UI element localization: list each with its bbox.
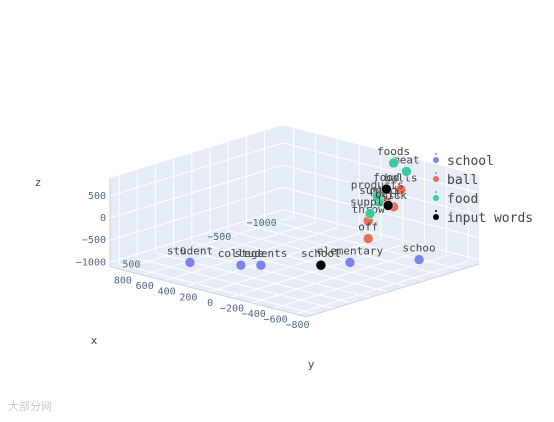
data-label: foods bbox=[377, 145, 410, 158]
y-tick-label: −800 bbox=[285, 320, 309, 331]
y-tick-label: 800 bbox=[114, 276, 132, 287]
data-point[interactable] bbox=[184, 257, 196, 268]
grid-line bbox=[295, 260, 469, 315]
z-tick-label: −500 bbox=[82, 235, 106, 246]
grid-line bbox=[109, 164, 283, 219]
grid-line bbox=[109, 142, 283, 197]
grid-line bbox=[109, 186, 283, 241]
data-point[interactable] bbox=[344, 257, 356, 268]
series-input-words: ballfoodschool bbox=[301, 171, 401, 271]
x-tick-label: 0 bbox=[180, 246, 186, 257]
grid-line bbox=[282, 186, 480, 238]
x-tick-label: −500 bbox=[207, 232, 231, 243]
y-tick-label: 400 bbox=[158, 287, 176, 298]
grid-line bbox=[208, 238, 382, 293]
legend-marker bbox=[433, 176, 439, 182]
y-tick-label: 600 bbox=[136, 281, 154, 292]
legend-item[interactable]: school bbox=[433, 153, 494, 169]
y-tick-label: −600 bbox=[264, 315, 288, 326]
legend-marker bbox=[433, 195, 439, 201]
data-point[interactable] bbox=[362, 233, 374, 244]
data-label: school bbox=[301, 247, 341, 260]
data-label: supply bbox=[350, 196, 390, 209]
legend-label: ball bbox=[447, 173, 478, 188]
legend-marker bbox=[433, 157, 439, 163]
legend-item[interactable]: ball bbox=[433, 172, 478, 188]
data-label: student bbox=[167, 244, 213, 257]
data-points: schooelementarystudentscollegestudentpit… bbox=[167, 145, 436, 271]
watermark: 大部分网 bbox=[8, 399, 52, 413]
x-tick-label: 500 bbox=[122, 260, 140, 271]
watermark-text: 大部分网 bbox=[8, 399, 52, 413]
data-point[interactable] bbox=[372, 191, 383, 202]
z-axis-title: z bbox=[35, 176, 42, 189]
grid-line bbox=[120, 216, 294, 271]
data-point[interactable] bbox=[401, 166, 412, 177]
grid-line bbox=[142, 221, 316, 276]
x-axis-title: x bbox=[91, 334, 98, 347]
grid-line bbox=[251, 249, 425, 304]
legend-marker-dot bbox=[435, 191, 437, 193]
data-label: college bbox=[218, 247, 264, 260]
legend: school ball food input words bbox=[433, 153, 533, 226]
y-tick-label: −400 bbox=[242, 309, 266, 320]
data-point[interactable] bbox=[388, 157, 399, 169]
grid-line bbox=[164, 227, 338, 282]
legend-marker bbox=[433, 214, 439, 220]
data-point[interactable] bbox=[255, 259, 267, 271]
grid-line bbox=[282, 209, 480, 261]
data-point[interactable] bbox=[413, 254, 425, 265]
box-edges bbox=[109, 178, 480, 318]
z-tick-label: −1000 bbox=[76, 257, 106, 268]
z-tick-label: 0 bbox=[100, 213, 106, 224]
legend-marker-dot bbox=[435, 153, 437, 155]
legend-marker-dot bbox=[435, 210, 437, 212]
box-edge bbox=[109, 266, 307, 318]
legend-marker-dot bbox=[435, 172, 437, 174]
data-label: off bbox=[358, 221, 378, 234]
back-wall-left bbox=[110, 125, 283, 267]
grid-line bbox=[282, 164, 480, 216]
legend-label: food bbox=[447, 192, 478, 207]
data-label: students bbox=[234, 247, 287, 260]
grid-line bbox=[282, 142, 480, 194]
data-point[interactable] bbox=[235, 259, 247, 271]
grid-line bbox=[229, 244, 403, 298]
data-point[interactable] bbox=[395, 184, 407, 195]
y-tick-label: −200 bbox=[220, 303, 244, 314]
legend-item[interactable]: input words bbox=[433, 210, 533, 226]
y-tick-label: 200 bbox=[179, 292, 197, 303]
data-label: meat bbox=[393, 153, 420, 166]
grid-lines bbox=[109, 128, 480, 315]
data-label: schoo bbox=[403, 242, 436, 255]
z-tick-label: 500 bbox=[88, 191, 106, 202]
legend-item[interactable]: food bbox=[433, 191, 478, 207]
data-point[interactable] bbox=[364, 208, 376, 219]
data-label: elementary bbox=[317, 244, 384, 257]
grid-line bbox=[118, 263, 316, 315]
y-axis-title: y bbox=[308, 358, 315, 371]
data-point[interactable] bbox=[315, 259, 327, 271]
legend-label: school bbox=[447, 154, 494, 169]
grid-line bbox=[186, 233, 360, 287]
data-point[interactable] bbox=[382, 200, 394, 211]
box-edge bbox=[306, 263, 480, 318]
legend-label: input words bbox=[447, 211, 533, 226]
data-label: food bbox=[373, 171, 400, 184]
data-point[interactable] bbox=[381, 183, 392, 195]
y-tick-label: 0 bbox=[207, 298, 213, 309]
x-tick-label: −1000 bbox=[247, 218, 277, 229]
grid-line bbox=[109, 209, 283, 263]
